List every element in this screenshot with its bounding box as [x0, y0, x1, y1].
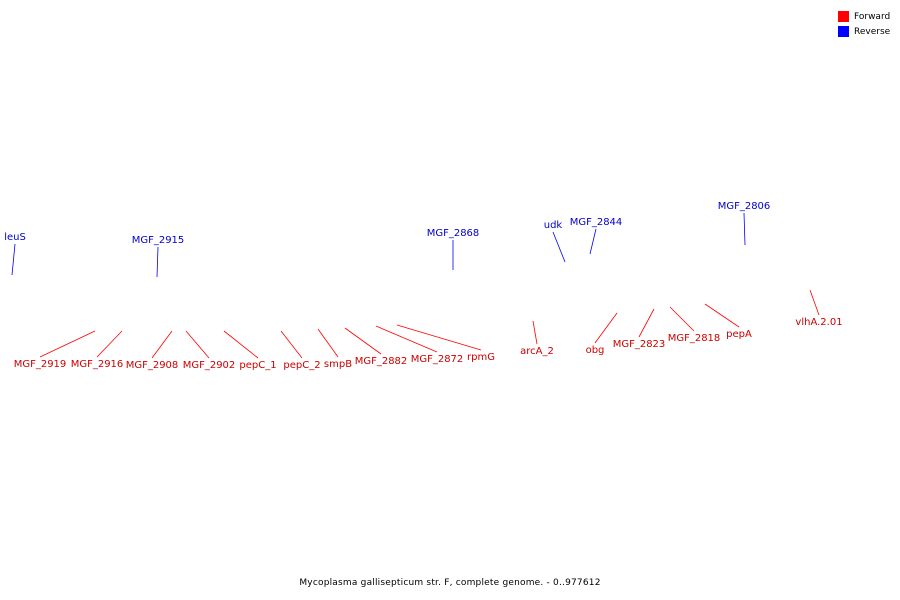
gene-label: MGF_2844: [570, 217, 623, 228]
gene-leader: [317, 328, 339, 358]
gene-label: MGF_2818: [668, 333, 721, 344]
gene-label: MGF_2882: [355, 356, 408, 367]
gene-label: udk: [544, 220, 563, 231]
gene-label: rpmG: [467, 352, 495, 363]
legend: Forward Reverse: [838, 9, 900, 39]
gene-leader: [743, 212, 746, 246]
gene-leader: [151, 330, 173, 359]
forward-label: Forward: [854, 11, 891, 22]
gene-leader: [594, 312, 618, 344]
gene-leader: [39, 330, 96, 358]
gene-label: MGF_2919: [14, 359, 67, 370]
gene-label: arcA_2: [520, 346, 554, 357]
gene-leader: [552, 231, 566, 263]
reverse-label: Reverse: [854, 26, 891, 37]
gene-label: MGF_2872: [411, 354, 464, 365]
gene-leader: [96, 330, 123, 358]
label-layer: leuS MGF_2919 MGF_2916 MGF_2915 MGF_2908 MGF_…: [4, 201, 842, 371]
gene-label: leuS: [4, 232, 26, 243]
gene-label: vlhA.2.01: [795, 317, 842, 328]
forward-swatch: [838, 11, 849, 22]
gene-leader: [280, 330, 303, 359]
gene-leader: [156, 246, 159, 278]
gene-leader: [185, 330, 210, 359]
leader-layer: [11, 212, 820, 359]
reverse-swatch: [838, 26, 849, 37]
gene-leader: [638, 308, 655, 338]
gene-label: MGF_2915: [132, 235, 185, 246]
gene-leader: [809, 289, 820, 316]
gene-label: MGF_2902: [183, 360, 236, 371]
gene-leader: [669, 306, 695, 332]
gene-label: obg: [586, 345, 605, 356]
legend-forward: Forward: [838, 9, 900, 24]
gene-label: pepA: [726, 329, 752, 340]
gene-leader: [223, 330, 259, 359]
gene-leader: [396, 324, 482, 351]
gene-label: smpB: [324, 359, 352, 370]
gene-leader: [589, 228, 597, 255]
gene-label: MGF_2806: [718, 201, 771, 212]
gene-leader: [11, 243, 16, 276]
gene-label: pepC_2: [283, 360, 320, 371]
legend-reverse: Reverse: [838, 24, 900, 39]
gene-label: MGF_2868: [427, 228, 480, 239]
gene-label: MGF_2916: [71, 359, 124, 370]
gene-label: MGF_2823: [613, 339, 666, 350]
gene-leader: [532, 320, 538, 345]
gene-leader: [375, 325, 438, 353]
gene-label: MGF_2908: [126, 360, 179, 371]
gene-leader: [344, 327, 382, 355]
genome-caption: Mycoplasma gallisepticum str. F, complet…: [299, 578, 601, 588]
gene-label: pepC_1: [239, 360, 276, 371]
gene-leader: [704, 303, 740, 328]
